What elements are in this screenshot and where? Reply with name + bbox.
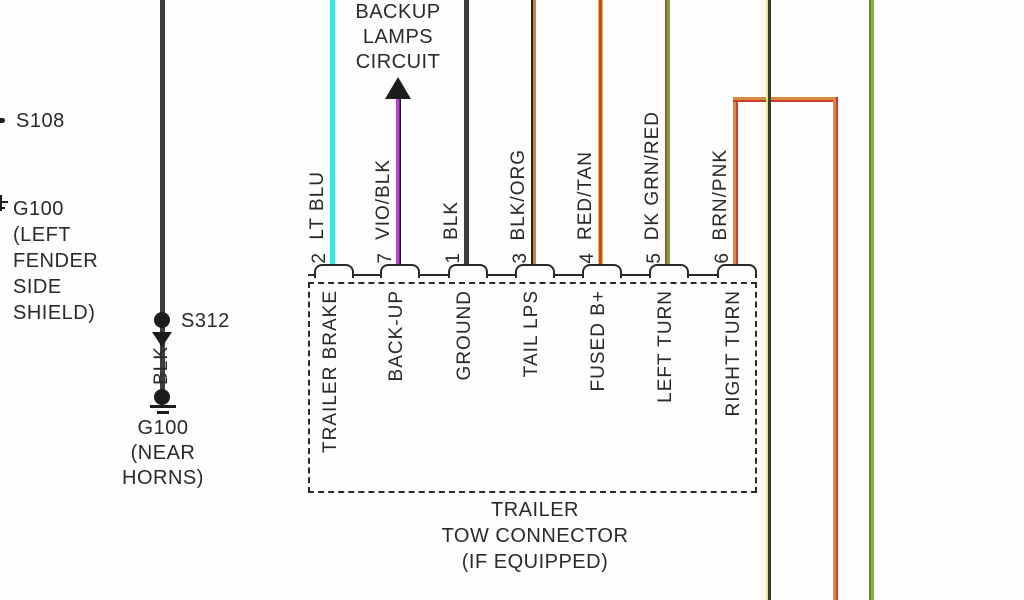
pin-number: 2: [309, 252, 330, 264]
trailer-tow-connector-box: [308, 282, 757, 493]
wire-label: VIO/BLK: [373, 159, 394, 240]
ground-symbol-icon: [150, 405, 176, 408]
pin-cavity: [649, 264, 689, 278]
pin-cavity: [582, 264, 622, 278]
pin-function-label: TRAILER BRAKE: [320, 290, 341, 453]
grn-wire: [869, 0, 874, 600]
g100-ground-dot: [154, 389, 170, 405]
pin-cavity: [448, 264, 488, 278]
pin-number: 5: [644, 252, 665, 264]
pin-cavity: [314, 264, 354, 278]
g100-horns-label: G100 (NEAR HORNS): [122, 417, 204, 489]
pin-number: 6: [712, 252, 733, 264]
pin-number: 7: [375, 252, 396, 264]
brn-pnk-bridge-wire: [733, 97, 838, 102]
backup-lamps-circuit-note: BACKUP LAMPS CIRCUIT: [355, 1, 441, 73]
pin-cavity: [515, 264, 555, 278]
brn-pnk-wire: [733, 97, 738, 268]
pin-function-label: BACK-UP: [386, 290, 407, 382]
s108-splice-mark: [0, 118, 5, 123]
pin-function-label: TAIL LPS: [521, 290, 542, 378]
red-tan-wire: [598, 0, 603, 268]
wire-label: RED/TAN: [575, 151, 596, 240]
pin-function-label: GROUND: [454, 290, 475, 381]
ground-symbol-icon: [157, 411, 169, 414]
g100-ground-icon: [0, 195, 2, 211]
blk-wire-ground: [464, 0, 469, 268]
pin-cavity: [717, 264, 757, 278]
g100-ground-icon: [0, 207, 5, 209]
yel-blk-wire: [766, 0, 771, 600]
g100-fender-label: G100 (LEFT FENDER SIDE SHIELD): [13, 198, 99, 324]
left-wire-color-label: BLK: [151, 346, 172, 385]
wire-label: BRN/PNK: [710, 148, 731, 240]
wire-label: LT BLU: [307, 171, 328, 240]
s312-label: S312: [181, 310, 230, 332]
up-arrow-icon: [385, 77, 411, 99]
s108-label: S108: [16, 110, 65, 132]
down-arrow-icon: [152, 332, 172, 347]
pin-function-label: RIGHT TURN: [723, 290, 744, 417]
g100-ground-icon: [0, 201, 8, 203]
pin-function-label: LEFT TURN: [655, 290, 676, 403]
pin-number: 4: [577, 252, 598, 264]
blk-wire-left-branch: [160, 0, 165, 395]
connector-title: TRAILER TOW CONNECTOR (IF EQUIPPED): [441, 499, 629, 573]
wire-label: BLK: [441, 201, 462, 240]
vio-blk-wire: [396, 99, 401, 268]
wire-label: DK GRN/RED: [642, 110, 663, 240]
lt-blu-wire: [330, 0, 335, 268]
pin-number: 1: [443, 252, 464, 264]
wire-label: BLK/ORG: [508, 148, 529, 240]
blk-org-wire: [531, 0, 536, 268]
brn-pnk-branch-wire: [833, 97, 838, 600]
pin-cavity: [380, 264, 420, 278]
pin-number: 3: [510, 252, 531, 264]
s312-splice-dot: [154, 312, 170, 328]
pin-function-label: FUSED B+: [588, 290, 609, 392]
dk-grn-red-wire: [665, 0, 670, 268]
